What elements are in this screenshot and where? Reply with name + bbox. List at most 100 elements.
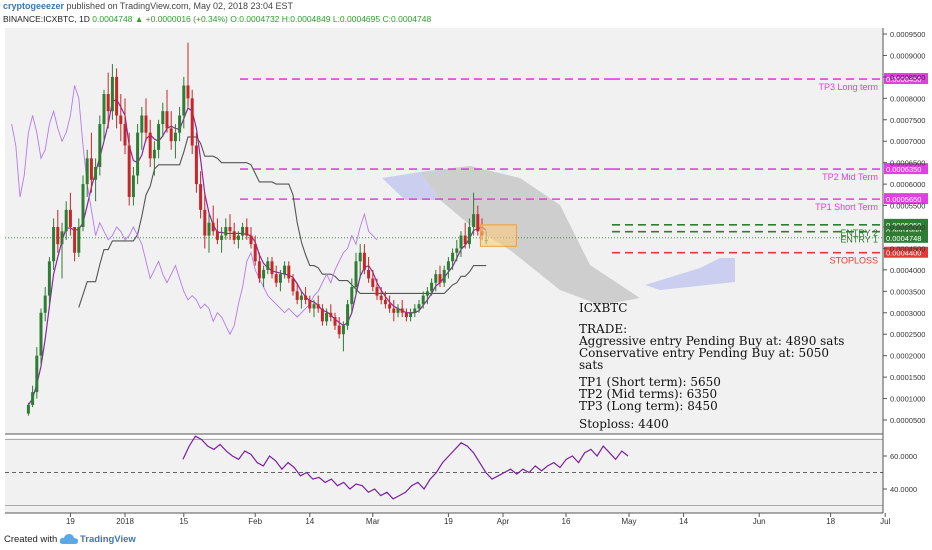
candle-body: [362, 252, 366, 270]
symbol-line: BINANCE:ICXBTC, 1D 0.0004748 ▲ +0.000001…: [3, 14, 431, 24]
candle-body: [253, 244, 257, 262]
price-tick-label: 0.0004000: [890, 266, 925, 275]
candle-body: [371, 278, 375, 288]
close-value: C:0.0004748: [382, 14, 432, 24]
candle-body: [165, 111, 169, 129]
time-tick-label: 15: [179, 517, 188, 526]
annotation-tp3: TP3 (Long term): 8450: [579, 399, 718, 413]
candle-body: [354, 261, 358, 288]
time-axis: 19 2018 15 Feb 14 Mar 19 Apr 16 May 14 Jun 18 Jul: [66, 513, 891, 526]
candle-body: [341, 325, 345, 335]
candle-body: [73, 227, 77, 253]
candle-body: [98, 124, 102, 167]
candle-body: [220, 235, 224, 240]
candle-body: [241, 227, 245, 236]
price-tick-label: 0.0003000: [890, 309, 925, 318]
candle-body: [367, 269, 371, 279]
rsi-indicator: 60.0000 40.0000: [5, 435, 917, 506]
trade-annotation: ICXBTC TRADE: Aggressive entry Pending B…: [578, 301, 844, 431]
candle-body: [199, 184, 203, 210]
candle-body: [295, 291, 299, 300]
last-price-tag: [884, 231, 928, 243]
published-text: published on TradingView.com, May 02, 20…: [66, 1, 294, 11]
price-tick-label: 0.0008500: [890, 73, 925, 82]
candle-body: [94, 166, 98, 180]
candles: [26, 42, 488, 416]
candle-body: [333, 317, 337, 326]
candle-body: [257, 261, 261, 279]
candle-body: [52, 227, 56, 262]
candle-body: [350, 287, 354, 305]
candle-body: [316, 304, 320, 309]
candle-body: [186, 85, 190, 99]
annotation-conservative: Conservative entry Pending Buy at: 5050: [579, 346, 829, 360]
candle-body: [413, 308, 417, 313]
candle-body: [455, 248, 459, 253]
candle-body: [400, 308, 404, 313]
candle-body: [379, 295, 383, 300]
time-tick-label: 16: [562, 517, 571, 526]
candle-body: [56, 227, 60, 245]
price-tick-label: 0.0007500: [890, 116, 925, 125]
rsi-tick-label: 40.0000: [890, 485, 917, 494]
candle-body: [346, 304, 350, 326]
candle-body: [320, 308, 324, 322]
candle-body: [274, 274, 278, 283]
rsi-pane: [5, 438, 883, 513]
time-tick-label: 19: [66, 517, 75, 526]
candle-body: [43, 295, 47, 313]
candle-body: [215, 231, 219, 240]
entry-zone-box: [479, 224, 517, 247]
candle-body: [388, 304, 392, 309]
time-tick-label: Feb: [248, 517, 262, 526]
level-label: ENTRY 1: [840, 235, 878, 245]
candle-body: [136, 132, 140, 176]
candle-body: [245, 227, 249, 236]
created-with-text: Created with: [4, 534, 58, 545]
candle-body: [106, 94, 110, 112]
price-tick-label: 0.0009000: [890, 51, 925, 60]
candle-body: [190, 98, 194, 146]
rsi-tick-label: 60.0000: [890, 452, 917, 461]
level-tag-text: 0.0005050: [886, 221, 921, 230]
publish-line: cryptogeeezer published on TradingView.c…: [3, 1, 293, 11]
candle-body: [182, 85, 186, 116]
symbol-label: BINANCE:ICXBTC, 1D: [3, 14, 90, 24]
candle-body: [127, 145, 131, 197]
annotation-tp2: TP2 (Mid terms): 6350: [579, 387, 717, 401]
candle-body: [308, 299, 312, 309]
candle-body: [31, 392, 35, 405]
candle-body: [425, 291, 429, 296]
candle-body: [467, 227, 471, 245]
candle-body: [26, 404, 30, 414]
price-change: +0.0000016 (+0.34%): [145, 14, 228, 24]
time-tick-label: 2018: [116, 517, 134, 526]
price-axis: 0.0000500 0.0001000 0.0001500 0.0002000 0.00…: [883, 30, 925, 425]
price-tick-label: 0.0003500: [890, 287, 925, 296]
tradingview-cloud-icon: [59, 534, 78, 544]
time-tick-label: Jul: [880, 517, 890, 526]
candle-body: [119, 115, 123, 125]
candle-body: [144, 115, 148, 133]
candle-body: [459, 235, 463, 249]
kijun-line: [78, 136, 487, 308]
candle-body: [375, 287, 379, 296]
candle-body: [270, 261, 274, 275]
author-name[interactable]: cryptogeeezer: [3, 1, 65, 11]
candle-body: [383, 299, 387, 305]
candle-body: [157, 124, 161, 150]
candle-body: [329, 312, 333, 318]
level-tag: [884, 73, 928, 85]
candle-body: [161, 111, 165, 125]
candle-body: [421, 295, 425, 305]
tradingview-brand-link[interactable]: TradingView: [80, 534, 136, 545]
time-tick-label: 19: [444, 517, 453, 526]
low-value: L:0.0004695: [332, 14, 381, 24]
candle-body: [304, 295, 308, 300]
candle-body: [110, 76, 114, 112]
candle-body: [409, 312, 413, 318]
price-chart[interactable]: TP3 Long term 0.0008450 TP2 Mid Term 0.0006…: [0, 0, 932, 528]
price-tick-label: 0.0007000: [890, 137, 925, 146]
candle-body: [89, 158, 93, 180]
candle-body: [169, 128, 173, 142]
